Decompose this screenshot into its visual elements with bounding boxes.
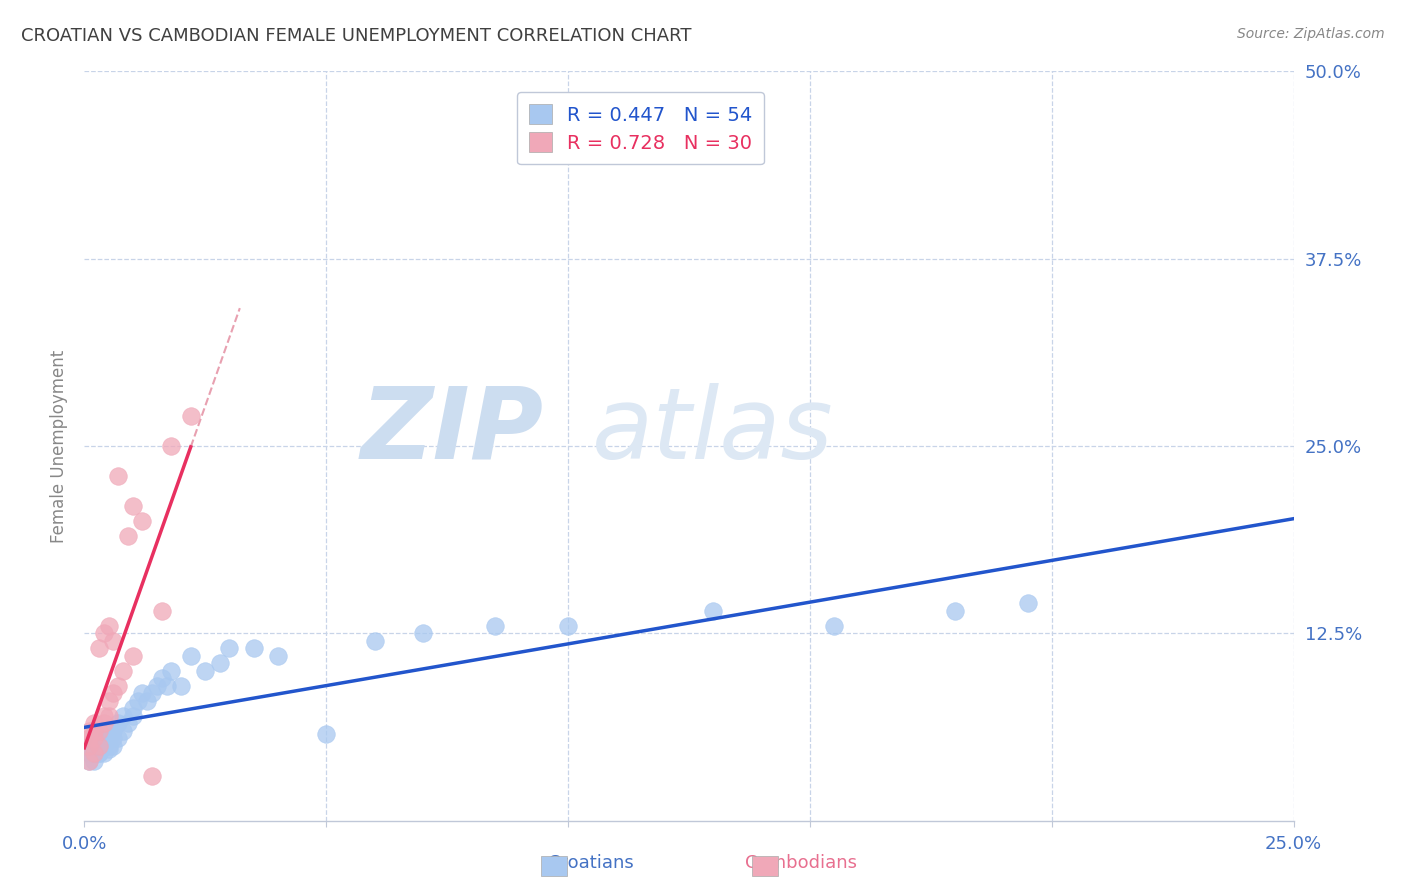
Point: [97, 694, 120, 708]
Point: [103, 739, 125, 753]
Point: [93, 708, 115, 723]
Point: [77, 754, 100, 768]
Point: [242, 641, 264, 656]
Point: [83, 731, 105, 746]
Point: [87, 739, 110, 753]
Point: [97, 741, 120, 756]
Point: [77, 739, 100, 753]
Point: [943, 604, 966, 618]
Point: [180, 409, 202, 423]
Point: [87, 723, 110, 738]
Point: [131, 686, 153, 700]
Point: [87, 739, 110, 753]
Point: [77, 754, 100, 768]
Point: [83, 739, 105, 753]
Point: [1017, 596, 1039, 610]
Point: [363, 633, 385, 648]
Point: [180, 648, 202, 663]
Point: [702, 604, 724, 618]
Point: [112, 723, 135, 738]
Point: [103, 731, 125, 746]
Point: [141, 769, 163, 783]
Point: [150, 671, 173, 685]
Point: [97, 739, 120, 753]
Point: [97, 619, 120, 633]
Point: [121, 708, 143, 723]
Point: [83, 723, 105, 738]
Point: [117, 716, 139, 731]
Point: [208, 657, 231, 671]
Point: [218, 641, 240, 656]
Point: [83, 716, 105, 731]
Point: [412, 626, 434, 640]
Point: [170, 679, 193, 693]
Point: [823, 619, 845, 633]
Point: [194, 664, 217, 678]
Text: atlas: atlas: [592, 383, 834, 480]
Point: [117, 529, 139, 543]
Point: [83, 746, 105, 760]
Point: [107, 469, 129, 483]
Point: [315, 727, 337, 741]
Point: [107, 679, 129, 693]
Point: [121, 648, 143, 663]
Point: [127, 694, 149, 708]
Point: [112, 664, 135, 678]
Point: [77, 739, 100, 753]
Point: [83, 731, 105, 746]
Point: [93, 739, 115, 753]
Point: [484, 619, 506, 633]
Point: [146, 679, 169, 693]
Point: [107, 716, 129, 731]
Point: [77, 723, 100, 738]
Point: [77, 746, 100, 760]
Point: [150, 604, 173, 618]
Point: [103, 633, 125, 648]
Point: [87, 746, 110, 760]
Point: [131, 514, 153, 528]
Point: [112, 708, 135, 723]
Text: Croatians: Croatians: [548, 855, 633, 872]
Point: [87, 739, 110, 753]
Point: [93, 716, 115, 731]
Point: [103, 686, 125, 700]
Point: [136, 694, 159, 708]
Point: [87, 731, 110, 746]
Point: [93, 626, 115, 640]
Text: Cambodians: Cambodians: [745, 855, 858, 872]
Point: [87, 746, 110, 760]
Point: [97, 708, 120, 723]
Y-axis label: Female Unemployment: Female Unemployment: [51, 350, 69, 542]
Point: [557, 619, 579, 633]
Point: [77, 731, 100, 746]
Point: [121, 499, 143, 513]
Point: [93, 723, 115, 738]
Point: [97, 723, 120, 738]
Point: [160, 664, 183, 678]
Point: [121, 701, 143, 715]
Point: [103, 723, 125, 738]
Point: [83, 746, 105, 760]
Point: [87, 641, 110, 656]
Text: Source: ZipAtlas.com: Source: ZipAtlas.com: [1237, 27, 1385, 41]
Point: [97, 731, 120, 746]
Point: [93, 731, 115, 746]
Point: [83, 754, 105, 768]
Text: CROATIAN VS CAMBODIAN FEMALE UNEMPLOYMENT CORRELATION CHART: CROATIAN VS CAMBODIAN FEMALE UNEMPLOYMEN…: [21, 27, 692, 45]
Point: [267, 648, 290, 663]
Text: ZIP: ZIP: [361, 383, 544, 480]
Point: [107, 731, 129, 746]
Point: [155, 679, 177, 693]
Point: [141, 686, 163, 700]
Legend: R = 0.447   N = 54, R = 0.728   N = 30: R = 0.447 N = 54, R = 0.728 N = 30: [517, 92, 765, 164]
Point: [160, 439, 183, 453]
Point: [93, 746, 115, 760]
